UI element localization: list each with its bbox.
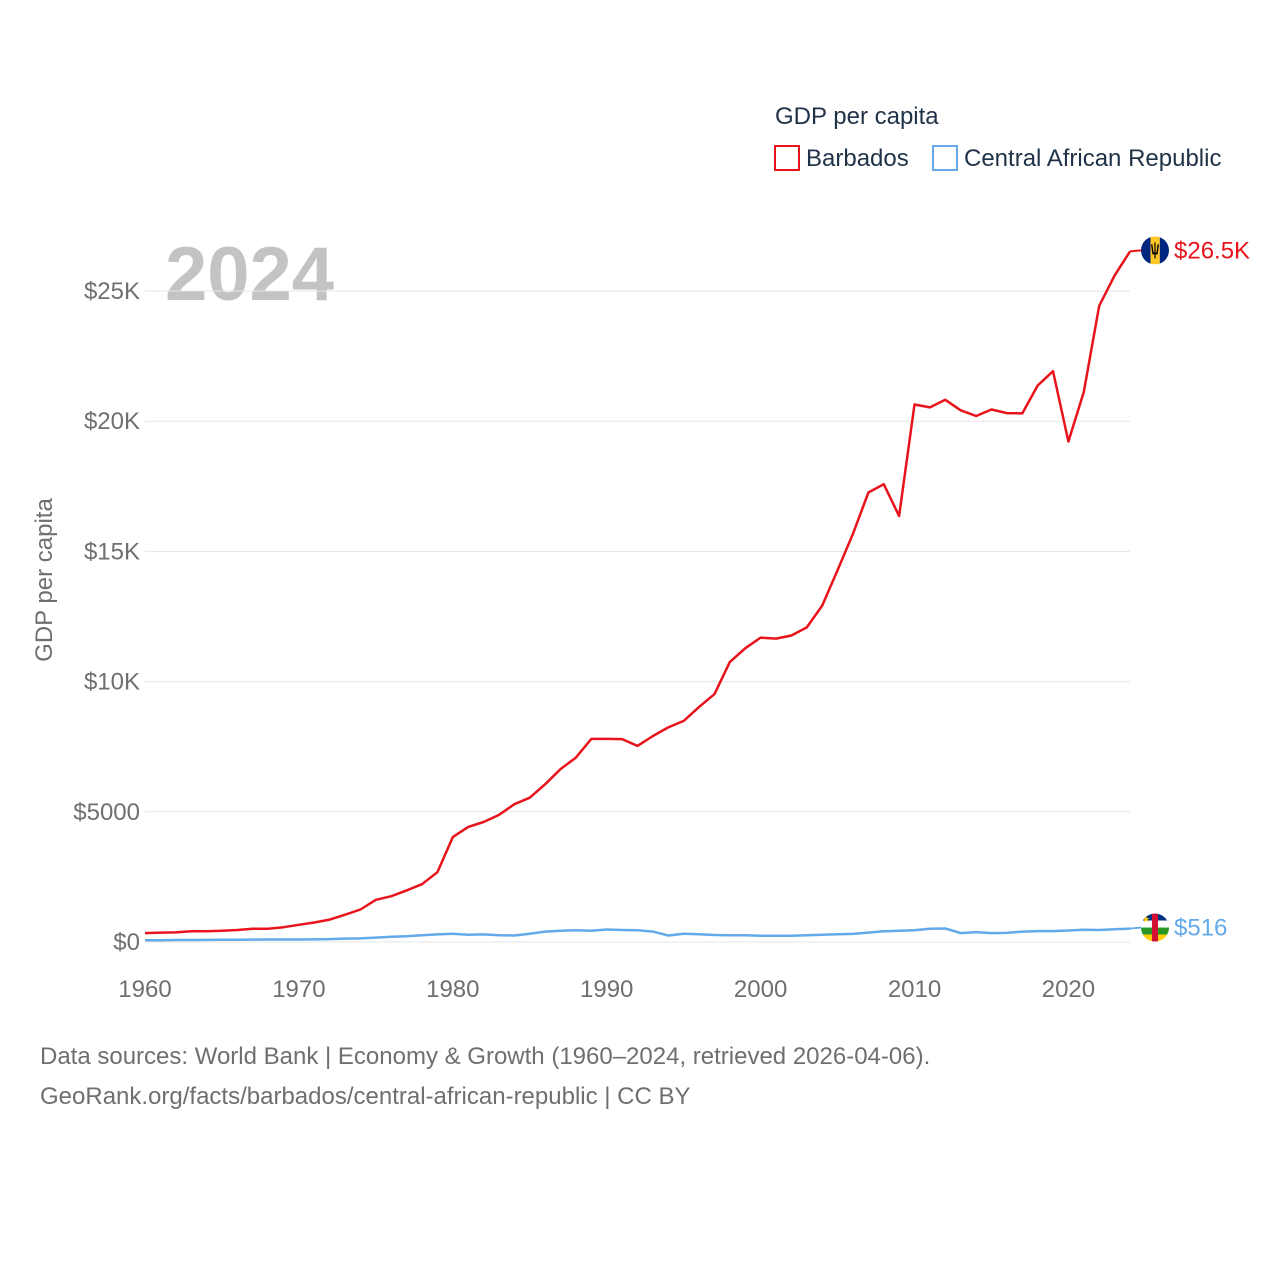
legend-item-barbados[interactable]: Barbados — [774, 145, 909, 172]
barbados-end-value-label: $26.5K — [1174, 237, 1250, 264]
x-tick-label: 1980 — [426, 976, 479, 1003]
barbados-flag-icon — [1141, 236, 1169, 265]
y-tick-label: $15K — [84, 538, 140, 565]
legend-title: GDP per capita — [775, 103, 939, 130]
legend: GDP per capita Barbados Central African … — [774, 103, 1221, 172]
source-line: Data sources: World Bank | Economy & Gro… — [40, 1043, 931, 1070]
legend-item-central-african-republic[interactable]: Central African Republic — [932, 145, 1221, 172]
legend-swatch-central-african-republic — [932, 145, 958, 171]
x-tick-label: 2020 — [1042, 976, 1095, 1003]
legend-swatch-barbados — [774, 145, 800, 171]
central-african-republic-flag-icon — [1141, 913, 1169, 942]
legend-label-barbados: Barbados — [806, 145, 909, 172]
y-tick-label: $0 — [113, 929, 140, 956]
current-year-label: 2024 — [165, 232, 334, 317]
x-tick-label: 2010 — [888, 976, 941, 1003]
y-tick-label: $25K — [84, 278, 140, 305]
central-african-republic-end-value-label: $516 — [1174, 915, 1227, 942]
y-tick-label: $20K — [84, 408, 140, 435]
series-lines — [144, 250, 1132, 942]
gridlines — [145, 290, 1130, 943]
x-axis-ticks: 1960 1970 1980 1990 2000 2010 2020 — [118, 976, 1095, 1003]
central-african-republic-series-line[interactable] — [145, 927, 1131, 942]
y-axis-label: GDP per capita — [31, 498, 58, 662]
central-african-republic-end-connector — [1129, 926, 1142, 930]
legend-label-central-african-republic: Central African Republic — [964, 145, 1221, 172]
x-tick-label: 1960 — [118, 976, 171, 1003]
x-tick-label: 2000 — [734, 976, 787, 1003]
barbados-end-connector — [1129, 249, 1142, 253]
y-tick-label: $10K — [84, 669, 140, 696]
x-tick-label: 1970 — [272, 976, 325, 1003]
y-axis-ticks: $0 $5000 $10K $15K $20K $25K — [73, 278, 140, 956]
series-end-markers — [1129, 249, 1142, 930]
y-tick-label: $5000 — [73, 799, 140, 826]
source-url-line[interactable]: GeoRank.org/facts/barbados/central-afric… — [40, 1083, 691, 1110]
barbados-series-line[interactable] — [144, 250, 1132, 935]
x-tick-label: 1990 — [580, 976, 633, 1003]
